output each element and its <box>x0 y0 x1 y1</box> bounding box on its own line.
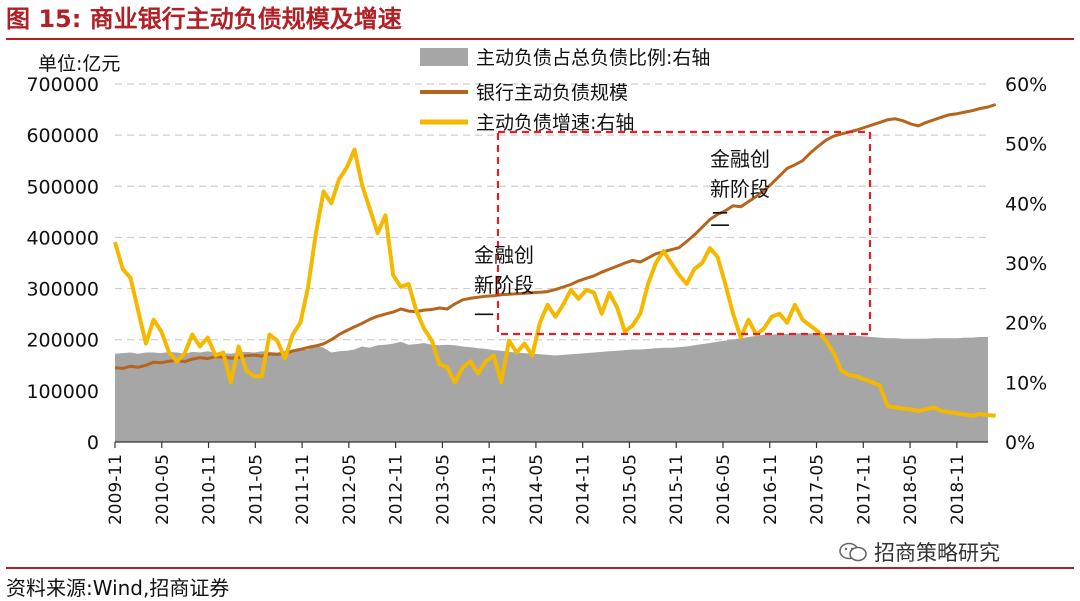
stage-annotation: 新阶段 <box>474 273 534 297</box>
legend-swatch-share <box>420 48 468 66</box>
y-right-tick-label: 50% <box>1005 134 1047 156</box>
x-tick-label: 2012-05 <box>340 454 360 525</box>
stage-annotation: 二 <box>710 207 730 231</box>
y-right-tick-label: 20% <box>1005 313 1047 335</box>
growth-line <box>113 147 996 418</box>
wechat-icon <box>839 542 867 562</box>
x-tick-label: 2014-11 <box>574 454 594 525</box>
x-tick-label: 2017-05 <box>808 454 828 525</box>
stage-annotation: 新阶段 <box>710 177 770 201</box>
y-right-tick-label: 30% <box>1005 253 1047 275</box>
x-tick-label: 2013-11 <box>480 454 500 525</box>
y-left-tick-label: 0 <box>87 432 99 454</box>
y-left-tick-label: 600000 <box>26 125 99 147</box>
figure-title: 图 15: 商业银行主动负债规模及增速 <box>6 5 402 33</box>
stage-annotation: 一 <box>474 303 494 327</box>
x-tick-label: 2011-05 <box>246 454 266 525</box>
y-left-tick-label: 300000 <box>26 279 99 301</box>
legend-label: 银行主动负债规模 <box>476 82 628 104</box>
unit-label: 单位:亿元 <box>38 53 120 75</box>
x-tick-label: 2016-11 <box>761 454 781 525</box>
legend-label: 主动负债增速:右轴 <box>476 112 634 134</box>
x-tick-label: 2010-05 <box>153 454 173 525</box>
y-right-tick-label: 10% <box>1005 372 1047 394</box>
x-tick-label: 2011-11 <box>293 454 313 525</box>
stage-annotation: 金融创 <box>474 243 534 267</box>
chart: 0 100000 200000 300000 400000 500000 600000 700… <box>26 47 1047 525</box>
x-tick-label: 2015-05 <box>620 454 640 525</box>
share-area <box>115 333 988 442</box>
footer-rule <box>6 567 1074 569</box>
x-tick-label: 2018-05 <box>901 454 921 525</box>
highlight-box <box>496 130 872 336</box>
x-tick-label: 2009-11 <box>106 454 126 525</box>
y-left-tick-label: 100000 <box>26 381 99 403</box>
x-tick-label: 2018-11 <box>948 454 968 525</box>
x-tick-label: 2017-11 <box>854 454 874 525</box>
source-note: 资料来源:Wind,招商证券 <box>6 576 230 600</box>
scale-line <box>114 103 997 370</box>
watermark-text: 招商策略研究 <box>874 541 1000 565</box>
y-left-tick-label: 200000 <box>26 330 99 352</box>
x-tick-label: 2014-05 <box>527 454 547 525</box>
x-tick-label: 2013-05 <box>433 454 453 525</box>
x-tick-label: 2016-05 <box>714 454 734 525</box>
x-tick-label: 2015-11 <box>667 454 687 525</box>
y-right-tick-label: 0% <box>1005 432 1035 454</box>
y-right-tick-label: 60% <box>1005 74 1047 96</box>
x-tick-label: 2012-11 <box>387 454 407 525</box>
stage-annotation: 金融创 <box>710 147 770 171</box>
y-left-tick-label: 700000 <box>26 74 99 96</box>
y-left-tick-label: 500000 <box>26 176 99 198</box>
legend-label: 主动负债占总负债比例:右轴 <box>476 47 710 69</box>
title-rule <box>6 38 1074 40</box>
y-left-tick-label: 400000 <box>26 227 99 249</box>
watermark: 招商策略研究 <box>838 537 1000 567</box>
x-tick-label: 2010-11 <box>200 454 220 525</box>
y-right-tick-label: 40% <box>1005 193 1047 215</box>
